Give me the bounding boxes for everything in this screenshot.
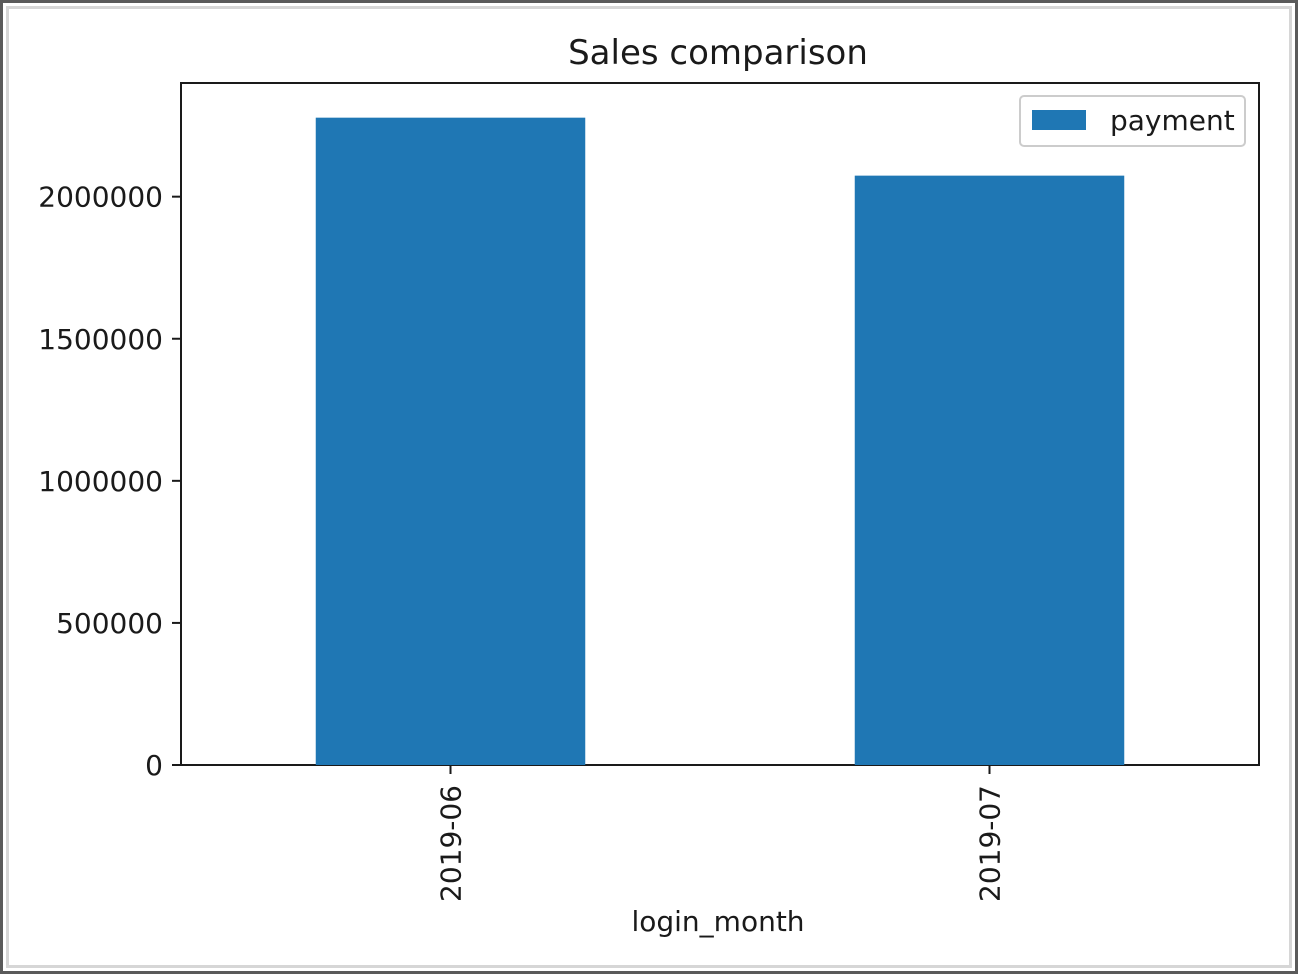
bars-group: [315, 117, 1125, 766]
legend-box: [1019, 95, 1246, 147]
y-tick-label: 2000000: [38, 181, 163, 214]
legend-swatch-payment: [1032, 110, 1086, 130]
plot-frame: [180, 82, 1260, 766]
y-tick-label: 1000000: [38, 465, 163, 498]
x-tick-label: 2019-06: [435, 785, 468, 902]
y-tick-label: 0: [145, 749, 163, 782]
y-axis: 0 500000 1000000 1500000 2000000: [38, 181, 181, 782]
y-tick-label: 1500000: [38, 323, 163, 356]
bar-2019-06: [315, 117, 586, 765]
plot-area: [180, 82, 1260, 766]
x-axis-label: login_month: [631, 905, 804, 938]
bar-2019-07: [854, 175, 1125, 766]
x-tick-label: 2019-07: [974, 785, 1007, 902]
legend-label-payment: payment: [1110, 104, 1235, 137]
chart-title: Sales comparison: [568, 33, 868, 73]
y-tick-label: 500000: [56, 607, 163, 640]
legend: payment: [1019, 95, 1246, 147]
x-axis: 2019-06 2019-07: [435, 765, 1007, 902]
image-frame-inner: [6, 6, 1292, 968]
